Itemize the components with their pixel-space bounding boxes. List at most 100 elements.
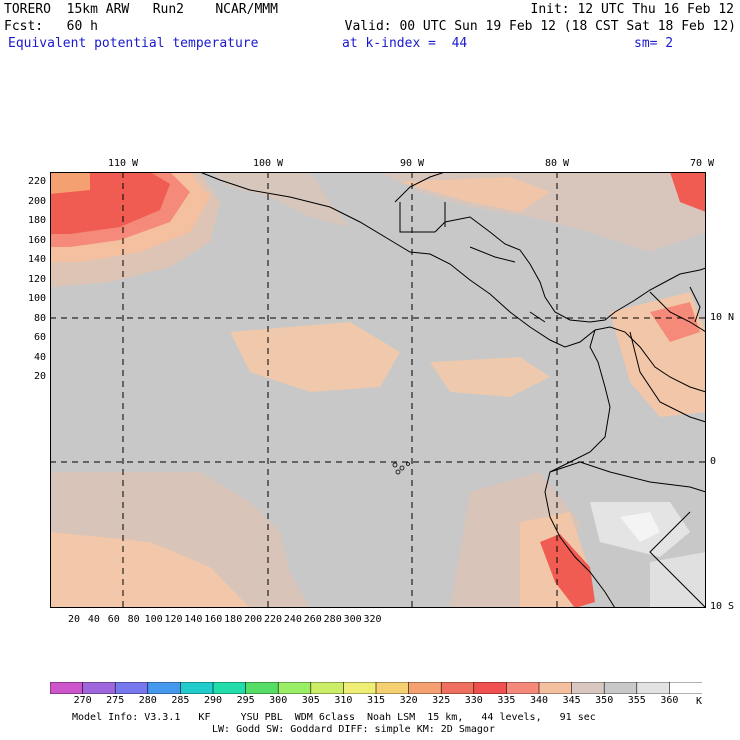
lon-label: 110 W [107,158,139,169]
x-tick-label: 120 [164,614,183,625]
header-model-run: TORERO 15km ARW Run2 NCAR/MMM [4,2,278,17]
colorbar-swatch [114,682,149,694]
ecuador-peru-border [549,461,706,493]
caribbean-coastline [434,216,706,323]
y-tick-label: 140 [27,254,46,265]
colorbar-swatch [669,682,702,694]
shade-region-320-north [400,177,550,212]
colorbar-swatch [310,682,345,694]
colorbar-label: 280 [138,695,157,706]
island [406,462,410,466]
theta-e-map [50,172,706,608]
colorbar-swatch [506,682,540,694]
x-tick-label: 260 [303,614,322,625]
x-tick-label: 60 [107,614,120,625]
lon-label: 80 W [544,158,570,169]
y-tick-label: 120 [27,273,46,285]
colorbar-swatch [82,682,116,694]
y-tick-label: 160 [27,234,46,246]
colorbar-label: 270 [73,695,92,706]
footer-physics: LW: Godd SW: Goddard DIFF: simple KM: 2D… [212,724,495,735]
colorbar-label: 350 [595,695,614,706]
colorbar-swatch [375,682,410,694]
colorbar-swatch [343,682,377,694]
shade-region-nw-corner [50,172,90,194]
y-tick-label: 60 [33,332,46,343]
level-label: at k-index = 44 [342,36,468,51]
colorbar-label: 285 [171,695,190,706]
colorbar-label: 355 [627,695,646,706]
map-frame [50,172,706,608]
colorbar-swatch [245,682,280,694]
x-tick-label: 280 [323,614,342,625]
colorbar-swatch [571,682,605,694]
pacific-coastline [199,172,706,393]
footer-model-info: Model Info: V3.3.1 KF YSU PBL WDM 6class… [72,712,596,723]
graticule [50,172,706,608]
header-init-time: Init: 12 UTC Thu 16 Feb 12 [530,2,735,17]
guatemala-border [399,202,435,233]
shade-region-andes-white [620,512,660,542]
theta-e-shading [50,172,706,608]
shade-region-ne-red [670,172,706,212]
lat-label: 10 N [710,312,735,323]
colorbar-label: 305 [301,695,320,706]
colorbar-swatch [180,682,214,694]
x-tick-label: 20 [67,614,81,625]
south-america-west-coast [544,329,616,608]
colorbar-swatch [440,682,475,694]
colorbar-label: 330 [464,695,483,706]
shade-region-peru-red [540,534,595,608]
shade-region-sw-340 [50,532,250,608]
colorbar-label: 320 [399,695,418,706]
colorbar-swatch [473,682,508,694]
x-tick-label: 160 [204,614,223,625]
x-tick-label: 180 [224,614,243,625]
lon-label: 70 W [689,158,715,169]
x-tick-label: 300 [343,614,362,625]
costarica-border [529,311,546,323]
x-tick-label: 80 [127,614,140,625]
colorbar-label: 325 [432,695,451,706]
colorbar-swatch [277,682,312,694]
colorbar-label: 310 [334,695,353,706]
y-tick-label: 80 [33,312,46,324]
x-tick-label: 220 [263,614,283,625]
shade-region-central-east [430,357,550,397]
colorbar-label: 275 [106,695,125,706]
y-tick-label: 100 [27,293,46,304]
header-valid-time: Valid: 00 UTC Sun 19 Feb 12 (18 CST Sat … [344,19,736,34]
x-tick-label: 320 [363,614,382,625]
venezuela-border [649,291,706,333]
colorbar-swatch [408,682,443,694]
y-tick-label: 220 [27,176,46,187]
colorbar-label: 290 [203,695,223,706]
y-tick-label: 180 [27,215,46,226]
galapagos-islands [392,462,410,475]
island [395,469,401,475]
y-tick-label: 20 [33,371,46,382]
shade-region-central-pacific [230,322,400,392]
y-tick-label: 40 [33,351,46,363]
x-tick-label: 100 [144,614,163,625]
island [399,465,405,471]
lat-label: 10 S [710,601,735,612]
colorbar-label: 295 [236,695,255,706]
lon-label: 90 W [399,158,425,169]
colorbar-label: 335 [497,695,516,706]
y-tick-label: 200 [27,195,46,207]
colombia-ecuador-border [629,331,706,423]
colorbar-unit: K [696,696,703,707]
colorbar-swatch [50,682,84,694]
colorbar-label: 360 [660,695,679,706]
island [392,462,398,468]
shade-region-colombia-335 [650,302,700,342]
lake-maracaibo [689,286,701,323]
colorbar-swatch [538,682,573,694]
field-name: Equivalent potential temperature [8,36,259,51]
lon-label: 100 W [252,158,284,169]
smoothing-label: sm= 2 [634,36,674,51]
peru-brazil-border [649,511,706,608]
colorbar-label: 315 [366,695,386,706]
colorbar-swatch [636,682,671,694]
